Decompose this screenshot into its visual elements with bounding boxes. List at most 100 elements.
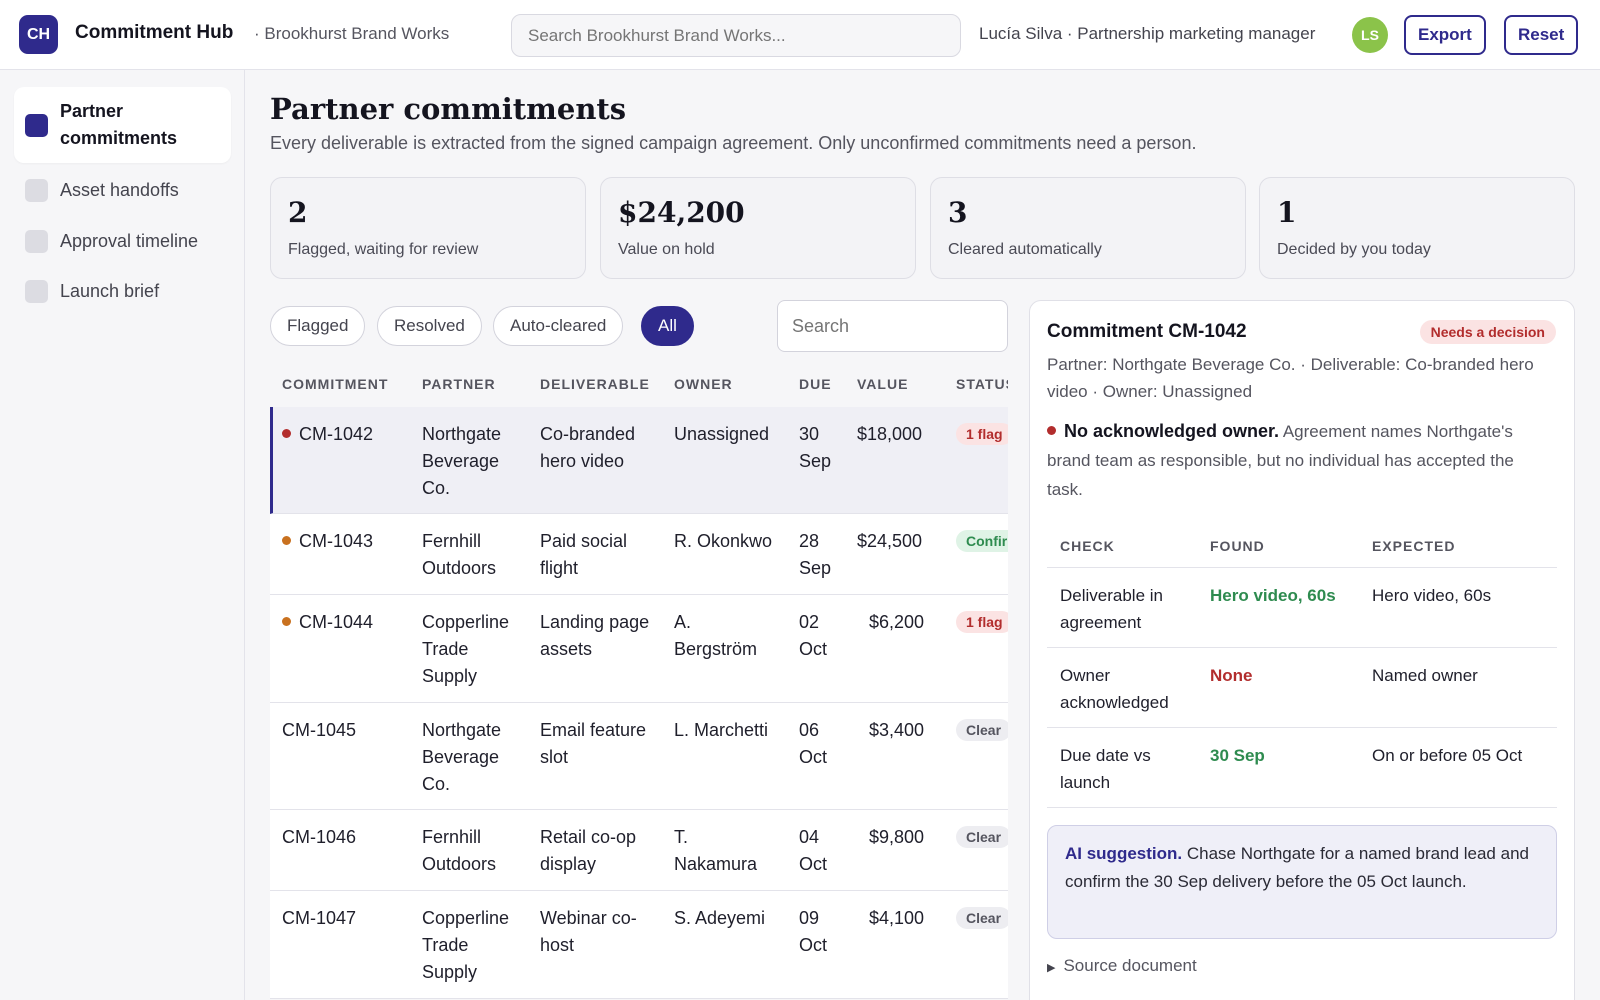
export-button[interactable]: Export (1404, 15, 1486, 55)
status-badge: Clear (956, 826, 1008, 848)
deliverable-cell: Landing page assets (540, 612, 650, 659)
owner-cell: A. Bergström (674, 612, 758, 659)
partner-cell: Fernhill Outdoors (422, 531, 497, 578)
sidebar-item-partner-commitments[interactable]: Partner commitments (14, 87, 231, 163)
check-found: Hero video, 60s (1210, 586, 1336, 605)
owner-cell: R. Okonkwo (674, 531, 773, 551)
deliverable-cell: Webinar co-host (540, 908, 637, 955)
table-row[interactable]: CM-1046 Fernhill Outdoors Retail co-op d… (270, 810, 1008, 891)
partner-cell: Fernhill Outdoors (422, 827, 497, 874)
reset-button[interactable]: Reset (1504, 15, 1579, 55)
stat-card-flagged: 2 Flagged, waiting for review (270, 177, 586, 279)
filter-chip-auto-cleared[interactable]: Auto-cleared (493, 306, 624, 346)
due-cell: 04 Oct (799, 827, 828, 874)
owner-cell: L. Marchetti (674, 720, 769, 740)
table-search-input[interactable] (777, 300, 1008, 352)
flag-dot-icon (282, 428, 291, 438)
col-header-value[interactable]: VALUE (857, 376, 909, 392)
stat-card-cleared: 3 Cleared automatically (930, 177, 1246, 279)
app-title: Commitment Hub (75, 22, 234, 43)
value-cell: $9,800 (869, 827, 925, 847)
table-row[interactable]: CM-1045 Northgate Beverage Co. Email fea… (270, 703, 1008, 810)
due-cell: 28 Sep (799, 531, 832, 578)
detail-meta: Partner: Northgate Beverage Co. · Delive… (1047, 355, 1534, 401)
partner-cell: Copperline Trade Supply (422, 908, 510, 982)
check-found: None (1210, 666, 1253, 685)
ai-suggestion-label: AI suggestion. (1065, 844, 1183, 863)
sidebar-item-label: Asset handoffs (60, 179, 179, 200)
stat-card-value-on-hold: $24,200 Value on hold (600, 177, 916, 279)
sidebar-item-label: Approval timeline (60, 230, 199, 251)
check-row: Owner acknowledged None Named owner (1047, 647, 1557, 727)
nav-square-icon (25, 113, 48, 137)
stat-caption: Decided by you today (1277, 241, 1431, 258)
due-cell: 02 Oct (799, 612, 828, 659)
sidebar-item-asset-handoffs[interactable]: Asset handoffs (14, 174, 231, 206)
ai-suggestion-text: Chase Northgate for a named brand lead a… (1065, 844, 1529, 891)
value-cell: $24,500 (857, 531, 923, 551)
col-header-owner[interactable]: OWNER (674, 376, 733, 392)
status-badge: Needs a decision (1419, 320, 1556, 344)
nav-square-icon (25, 178, 48, 202)
col-header-deliverable[interactable]: DELIVERABLE (540, 376, 650, 392)
global-search-input[interactable] (511, 14, 961, 57)
status-badge: 1 flag (956, 423, 1008, 445)
avatar[interactable]: LS (1352, 17, 1388, 53)
filter-chip-all[interactable]: All (641, 306, 694, 346)
table-row[interactable]: CM-1042 Northgate Beverage Co. Co-brande… (270, 407, 1008, 514)
due-cell: 30 Sep (799, 424, 832, 471)
table-row[interactable]: CM-1043 Fernhill Outdoors Paid social fl… (270, 514, 1008, 595)
sidebar-item-launch-brief[interactable]: Launch brief (14, 275, 231, 307)
issue-text: Agreement names Northgate's brand team a… (1047, 422, 1514, 499)
sidebar-item-approval-timeline[interactable]: Approval timeline (14, 225, 231, 257)
check-row: Deliverable in agreement Hero video, 60s… (1047, 567, 1557, 647)
source-document-label: Source document (1063, 956, 1197, 975)
source-document-toggle[interactable]: ▶ Source document (1047, 956, 1197, 976)
deliverable-cell: Paid social flight (540, 531, 628, 578)
commitment-id: CM-1045 (282, 720, 357, 740)
nav-square-icon (25, 279, 48, 303)
check-found: 30 Sep (1210, 746, 1265, 765)
expected-col-header: EXPECTED (1372, 538, 1456, 554)
check-label: Deliverable in agreement (1060, 586, 1163, 632)
check-label: Due date vs launch (1060, 746, 1151, 792)
col-header-commitment[interactable]: COMMITMENT (282, 376, 389, 392)
sidebar-item-label: Launch brief (60, 280, 160, 301)
table-row[interactable]: CM-1047 Copperline Trade Supply Webinar … (270, 891, 1008, 999)
deliverable-cell: Co-branded hero video (540, 424, 636, 471)
commitment-id: CM-1043 (299, 531, 374, 551)
filter-chip-flagged[interactable]: Flagged (270, 306, 366, 346)
commitment-id: CM-1046 (282, 827, 357, 847)
stat-value: 3 (948, 196, 968, 229)
partner-cell: Northgate Beverage Co. (422, 720, 502, 794)
detail-issue: No acknowledged owner. Agreement names N… (1047, 417, 1547, 504)
deliverable-cell: Email feature slot (540, 720, 647, 767)
stat-value: $24,200 (618, 196, 745, 229)
value-cell: $4,100 (869, 908, 925, 928)
partner-cell: Copperline Trade Supply (422, 612, 510, 686)
commitments-table: COMMITMENT PARTNER DELIVERABLE OWNER DUE… (270, 364, 1008, 1000)
top-bar: CH Commitment Hub · Brookhurst Brand Wor… (0, 0, 1600, 70)
owner-cell: Unassigned (674, 424, 770, 444)
sidebar: Partner commitments Asset handoffs Appro… (0, 70, 245, 1000)
check-expected: Named owner (1372, 666, 1478, 685)
sidebar-item-label: Partner commitments (60, 101, 178, 148)
ai-suggestion: AI suggestion. Chase Northgate for a nam… (1047, 825, 1557, 939)
user-name: Lucía Silva · Partnership marketing mana… (979, 24, 1316, 43)
deliverable-cell: Retail co-op display (540, 827, 637, 874)
check-row: Due date vs launch 30 Sep On or before 0… (1047, 727, 1557, 808)
partner-cell: Northgate Beverage Co. (422, 424, 502, 498)
check-expected: On or before 05 Oct (1372, 746, 1523, 765)
value-cell: $18,000 (857, 424, 923, 444)
nav-square-icon (25, 229, 48, 253)
col-header-partner[interactable]: PARTNER (422, 376, 496, 392)
col-header-status[interactable]: STATUS (956, 376, 1008, 392)
commitment-id: CM-1044 (299, 612, 374, 632)
org-name: · Brookhurst Brand Works (254, 24, 450, 43)
filter-chip-resolved[interactable]: Resolved (377, 306, 482, 346)
commitment-id: CM-1047 (282, 908, 357, 928)
commitment-id: CM-1042 (299, 424, 374, 444)
table-row[interactable]: CM-1044 Copperline Trade Supply Landing … (270, 595, 1008, 703)
check-col-header: CHECK (1060, 538, 1115, 554)
col-header-due[interactable]: DUE (799, 376, 832, 392)
